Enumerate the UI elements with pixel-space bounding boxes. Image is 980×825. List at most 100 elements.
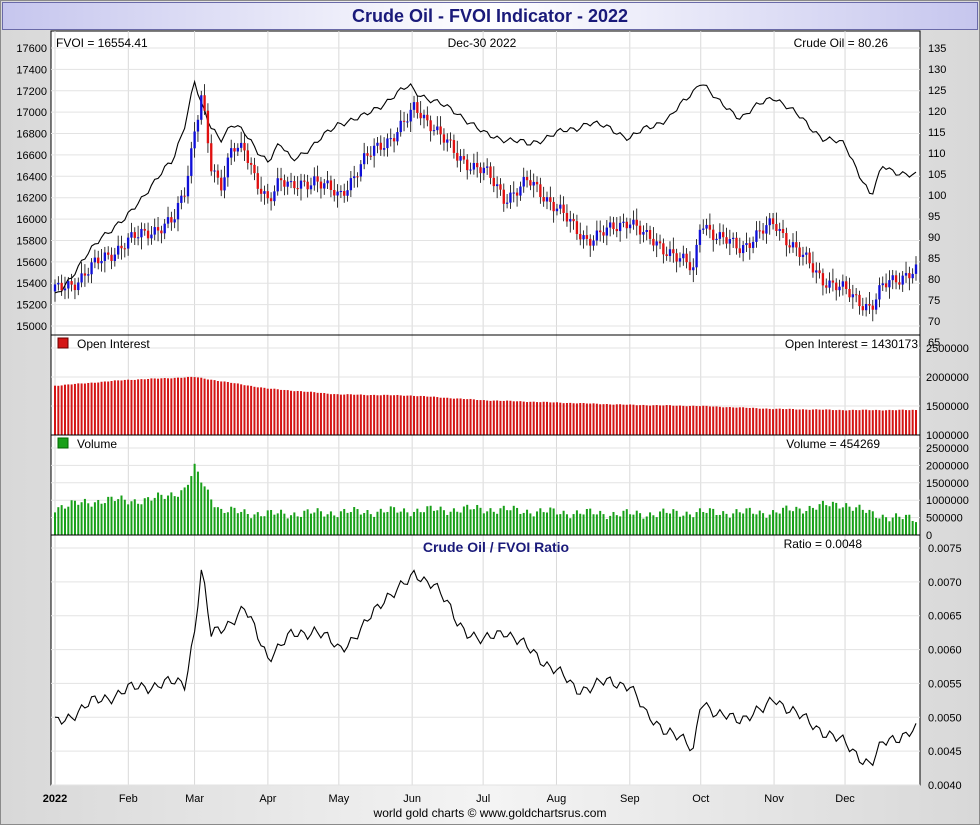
oi-bar bbox=[452, 398, 455, 435]
oi-bar bbox=[668, 405, 672, 435]
candle-body bbox=[100, 260, 103, 264]
candle-body bbox=[632, 219, 635, 225]
oi-bar bbox=[366, 395, 369, 435]
volume-bar bbox=[595, 514, 598, 535]
oi-bar bbox=[589, 403, 592, 435]
oi-bar bbox=[865, 409, 868, 435]
oi-bar bbox=[236, 383, 239, 435]
volume-bar bbox=[885, 517, 888, 535]
candle-body bbox=[60, 282, 63, 291]
x-tick-label: Aug bbox=[547, 793, 567, 805]
volume-bar bbox=[336, 517, 339, 535]
oi-bar bbox=[393, 395, 396, 435]
oi-bar bbox=[386, 394, 389, 435]
volume-bar bbox=[446, 514, 449, 535]
candle-body bbox=[386, 138, 389, 149]
volume-bar bbox=[708, 508, 711, 535]
volume-bar bbox=[821, 500, 824, 535]
oi-bar bbox=[479, 400, 482, 435]
oi-bar bbox=[639, 405, 642, 435]
candle-body bbox=[618, 222, 622, 232]
volume-bar bbox=[127, 504, 130, 535]
ratio-tick-label: 0.0055 bbox=[928, 678, 962, 690]
oi-bar bbox=[489, 400, 492, 435]
oi-bar bbox=[492, 400, 495, 435]
candle-body bbox=[662, 243, 665, 255]
candle-body bbox=[196, 119, 200, 132]
volume-tick-label: 2500000 bbox=[926, 443, 969, 455]
oi-bar bbox=[509, 400, 512, 435]
candle-body bbox=[652, 238, 655, 246]
ratio-tick-label: 0.0060 bbox=[928, 645, 962, 657]
candle-body bbox=[685, 253, 688, 263]
volume-bar bbox=[176, 496, 180, 535]
oi-bar bbox=[542, 401, 545, 435]
volume-bar bbox=[100, 503, 103, 535]
oi-bar bbox=[708, 406, 711, 435]
volume-bar bbox=[911, 520, 914, 535]
candle-body bbox=[339, 191, 343, 193]
candle-body bbox=[672, 249, 675, 254]
candle-body bbox=[884, 283, 888, 288]
oi-bar bbox=[592, 403, 595, 435]
oi-bar bbox=[782, 409, 785, 435]
oi-value-label: Open Interest = 1430173 bbox=[785, 337, 918, 351]
candle-body bbox=[120, 245, 123, 249]
candle-body bbox=[83, 273, 87, 276]
volume-bar bbox=[170, 492, 173, 535]
candle-body bbox=[406, 121, 409, 123]
oi-bar bbox=[738, 407, 741, 435]
volume-bar bbox=[113, 501, 116, 535]
candle-body bbox=[811, 263, 815, 273]
volume-bar bbox=[825, 505, 828, 535]
oi-bar bbox=[263, 387, 266, 435]
oi-bar bbox=[585, 403, 588, 435]
candle-body bbox=[466, 159, 469, 171]
candle-body bbox=[103, 252, 107, 261]
oi-bar bbox=[705, 405, 708, 435]
oi-bar bbox=[343, 394, 346, 435]
oi-bar bbox=[482, 400, 485, 435]
candle-body bbox=[539, 184, 542, 198]
candle-body bbox=[745, 243, 748, 246]
oi-bar bbox=[516, 401, 519, 435]
oi-bar bbox=[210, 379, 213, 435]
volume-bar bbox=[479, 507, 482, 535]
candle-body bbox=[459, 156, 462, 161]
oi-bar bbox=[885, 410, 888, 435]
fvoi-tick-label: 15000 bbox=[16, 321, 47, 333]
volume-bar bbox=[526, 509, 529, 535]
candle-body bbox=[220, 177, 223, 191]
candle-body bbox=[153, 227, 156, 235]
volume-bar bbox=[326, 514, 329, 535]
candle-body bbox=[678, 258, 682, 262]
candle-body bbox=[901, 275, 904, 285]
volume-bar bbox=[715, 514, 718, 535]
candle-body bbox=[825, 285, 828, 288]
oi-bar bbox=[555, 402, 558, 435]
oi-bar bbox=[821, 409, 824, 435]
candle-body bbox=[592, 240, 595, 246]
candle-body bbox=[203, 95, 206, 111]
candle-body bbox=[316, 176, 319, 182]
candle-body bbox=[615, 229, 618, 232]
volume-bar bbox=[775, 512, 778, 535]
candle-body bbox=[399, 120, 402, 133]
oi-bar bbox=[253, 386, 256, 435]
candle-body bbox=[768, 218, 771, 226]
candle-body bbox=[323, 183, 326, 189]
candle-body bbox=[831, 280, 835, 283]
oi-bar bbox=[193, 377, 196, 435]
candle-body bbox=[529, 180, 532, 186]
candle-body bbox=[482, 167, 486, 174]
volume-bar bbox=[855, 507, 858, 535]
volume-bar bbox=[808, 505, 811, 535]
crude-tick-label: 85 bbox=[928, 253, 940, 265]
oi-bar bbox=[891, 410, 894, 435]
candle-body bbox=[891, 275, 894, 281]
candle-body bbox=[243, 142, 246, 151]
candle-body bbox=[545, 197, 549, 202]
oi-bar bbox=[914, 410, 918, 435]
oi-bar bbox=[333, 394, 336, 435]
oi-bar bbox=[652, 405, 655, 435]
